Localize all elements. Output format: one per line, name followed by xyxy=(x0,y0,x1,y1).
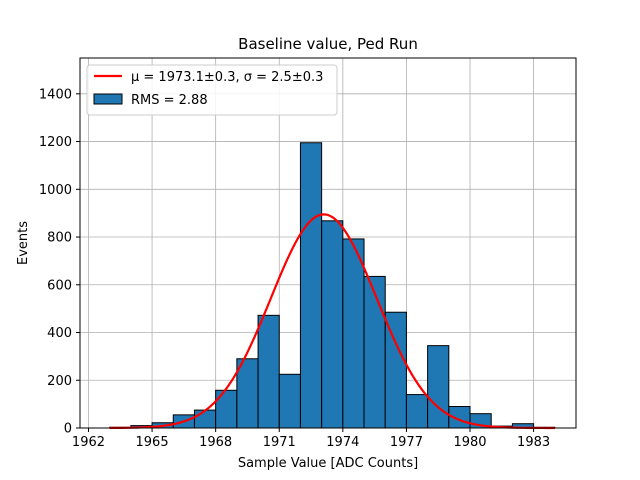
histogram-bar-10 xyxy=(321,220,344,429)
histogram-bar-5 xyxy=(215,389,238,429)
histogram-bar-7 xyxy=(257,314,280,429)
histogram-bar-9 xyxy=(299,142,323,429)
x-tick-label-4: 1974 xyxy=(326,435,359,450)
y-axis-label: Events xyxy=(16,221,31,265)
gaussian-fit-curve xyxy=(109,213,555,430)
x-tick-label-6: 1980 xyxy=(453,435,486,450)
x-tick-label-1: 1965 xyxy=(136,435,169,450)
histogram-bar-6 xyxy=(236,358,259,429)
histogram-bar-12 xyxy=(363,275,386,429)
y-axis-ticks: 0 200 400 600 800 1000 1200 1400 xyxy=(39,87,80,437)
legend: μ = 1973.1±0.3, σ = 2.5±0.3 RMS = 2.88 xyxy=(86,64,338,116)
x-tick-label-2: 1968 xyxy=(199,435,232,450)
legend-box xyxy=(86,64,338,116)
y-tick-label-4: 800 xyxy=(47,231,72,246)
plot-frame xyxy=(79,57,577,429)
x-axis-label: Sample Value [ADC Counts] xyxy=(238,456,418,471)
histogram-bar-11 xyxy=(342,238,365,429)
histogram-bar-4 xyxy=(193,409,217,429)
y-tick-label-7: 1400 xyxy=(39,87,72,102)
y-tick-label-1: 200 xyxy=(47,374,72,389)
x-tick-label-3: 1971 xyxy=(263,435,296,450)
histogram-bar-15 xyxy=(427,345,450,429)
y-tick-label-3: 600 xyxy=(47,278,72,293)
chart-title: Baseline value, Ped Run xyxy=(238,35,418,53)
fit-curve-group xyxy=(109,213,555,430)
x-tick-label-5: 1977 xyxy=(390,435,423,450)
x-tick-label-0: 1962 xyxy=(72,435,105,450)
y-tick-label-5: 1000 xyxy=(39,183,72,198)
histogram-bar-14 xyxy=(405,394,429,429)
histogram-bar-13 xyxy=(384,311,407,429)
legend-rms-patch-swatch xyxy=(93,93,123,105)
y-tick-label-6: 1200 xyxy=(39,135,72,150)
x-axis-ticks: 1962 1965 1968 1971 1974 1977 1980 1983 xyxy=(72,428,550,450)
legend-fit-label: μ = 1973.1±0.3, σ = 2.5±0.3 xyxy=(131,70,323,85)
histogram-bar-8 xyxy=(278,373,301,429)
y-tick-label-2: 400 xyxy=(47,326,72,341)
legend-rms-label: RMS = 2.88 xyxy=(131,93,208,108)
y-tick-label-0: 0 xyxy=(64,422,72,437)
x-tick-label-7: 1983 xyxy=(517,435,550,450)
